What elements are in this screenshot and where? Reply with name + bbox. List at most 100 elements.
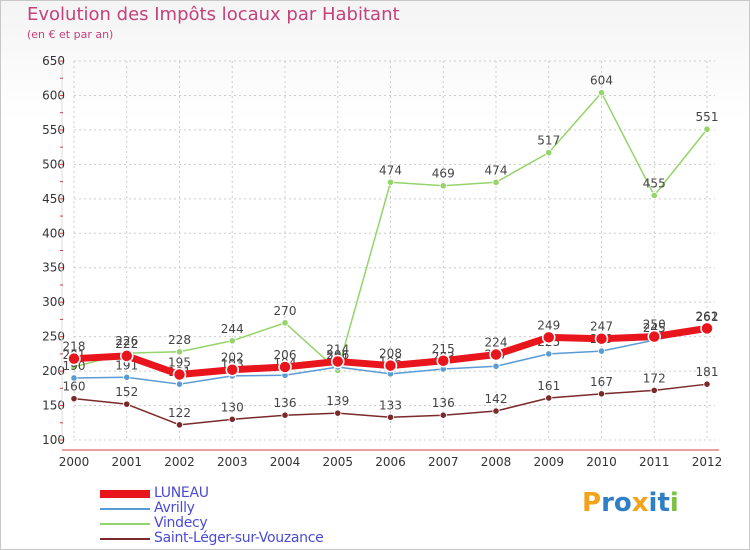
logo-letter: x <box>631 488 649 518</box>
data-point-luneau <box>489 347 503 362</box>
legend-swatch-avrilly <box>100 508 150 510</box>
data-label: 122 <box>168 406 191 420</box>
data-point <box>492 178 500 186</box>
data-point <box>123 400 131 408</box>
data-label: 206 <box>274 348 297 362</box>
y-tick-label: 600 <box>42 88 65 102</box>
x-tick-label: 2010 <box>586 455 617 469</box>
data-point <box>492 362 500 370</box>
data-point <box>597 390 606 398</box>
y-tick-label: 400 <box>42 226 65 240</box>
data-point-luneau <box>67 351 81 366</box>
legend-swatch-vindecy <box>100 523 150 525</box>
data-point <box>175 380 184 388</box>
data-point-luneau <box>383 358 398 373</box>
data-label: 160 <box>63 380 86 394</box>
data-label: 262 <box>696 309 719 323</box>
data-label: 195 <box>168 356 191 370</box>
data-point <box>334 409 342 417</box>
data-label: 551 <box>696 110 719 124</box>
data-point <box>175 348 184 356</box>
data-point <box>650 191 658 199</box>
data-point-luneau <box>278 360 292 374</box>
data-label: 202 <box>221 351 244 365</box>
data-point <box>492 407 500 415</box>
logo-letter: P <box>582 488 602 518</box>
y-tick-label: 100 <box>42 433 65 447</box>
data-label: 167 <box>590 375 613 389</box>
y-tick-label: 500 <box>42 157 65 171</box>
data-label: 161 <box>537 379 560 393</box>
data-label: 136 <box>274 396 297 410</box>
data-point <box>597 347 606 355</box>
data-label: 244 <box>221 322 244 336</box>
x-tick-label: 2009 <box>533 455 564 469</box>
data-point <box>545 394 553 402</box>
data-point-luneau <box>594 331 609 346</box>
data-point <box>439 182 447 190</box>
data-point-luneau <box>700 321 714 336</box>
data-point-luneau <box>542 330 556 345</box>
x-tick-label: 2001 <box>111 455 142 469</box>
data-point-luneau <box>331 354 345 369</box>
y-tick-label: 300 <box>42 295 65 309</box>
data-point-luneau <box>172 367 187 382</box>
data-point <box>281 319 289 327</box>
data-label: 191 <box>115 358 138 372</box>
y-tick-label: 550 <box>42 123 65 137</box>
legend-swatch-saint-leger <box>100 538 150 540</box>
data-point <box>175 421 184 429</box>
data-point-luneau <box>120 349 134 363</box>
data-label: 152 <box>115 385 138 399</box>
chart-title: Evolution des Impôts locaux par Habitant <box>27 4 400 25</box>
y-tick-label: 250 <box>42 330 65 344</box>
x-tick-label: 2000 <box>59 455 90 469</box>
x-tick-label: 2012 <box>692 455 723 469</box>
data-label: 604 <box>590 74 613 88</box>
legend-label-luneau: LUNEAU <box>154 485 209 501</box>
data-label: 469 <box>432 167 455 181</box>
data-point <box>545 149 553 157</box>
data-label: 133 <box>379 398 402 412</box>
data-point <box>228 337 236 345</box>
data-point <box>70 395 78 403</box>
legend-label-saint-leger: Saint-Léger-sur-Vouzance <box>154 530 324 546</box>
data-label: 218 <box>63 340 86 354</box>
data-label: 270 <box>274 304 297 318</box>
data-point-luneau <box>436 354 450 368</box>
data-point <box>703 125 711 133</box>
data-point-luneau <box>225 362 239 377</box>
data-point <box>123 373 131 381</box>
legend-item-vindecy: Vindecy <box>100 515 400 532</box>
data-point <box>545 350 553 358</box>
data-label: 226 <box>115 334 138 348</box>
data-label: 474 <box>485 163 508 177</box>
data-label: 142 <box>485 392 508 406</box>
data-label: 136 <box>432 396 455 410</box>
y-tick-label: 350 <box>42 261 65 275</box>
data-label: 247 <box>590 320 613 334</box>
legend-label-avrilly: Avrilly <box>154 500 195 516</box>
data-label: 130 <box>221 400 244 414</box>
data-point <box>70 374 78 382</box>
data-label: 249 <box>537 318 560 332</box>
legend-item-avrilly: Avrilly <box>100 500 400 517</box>
data-label: 517 <box>537 134 560 148</box>
data-label: 208 <box>379 347 402 361</box>
x-tick-label: 2006 <box>375 455 406 469</box>
data-label: 190 <box>63 359 86 373</box>
data-point <box>228 415 236 423</box>
data-point <box>281 411 289 419</box>
data-label: 139 <box>326 394 349 408</box>
chart-subtitle: (en € et par an) <box>27 28 114 41</box>
data-label: 224 <box>485 336 508 350</box>
data-point <box>650 386 658 394</box>
data-label: 455 <box>643 176 666 190</box>
logo-letter: i <box>669 488 679 518</box>
data-label: 250 <box>643 318 666 332</box>
data-label: 474 <box>379 163 402 177</box>
x-tick-label: 2004 <box>270 455 301 469</box>
data-label: 214 <box>326 342 349 356</box>
proxiti-logo: Proxiti <box>582 488 679 518</box>
